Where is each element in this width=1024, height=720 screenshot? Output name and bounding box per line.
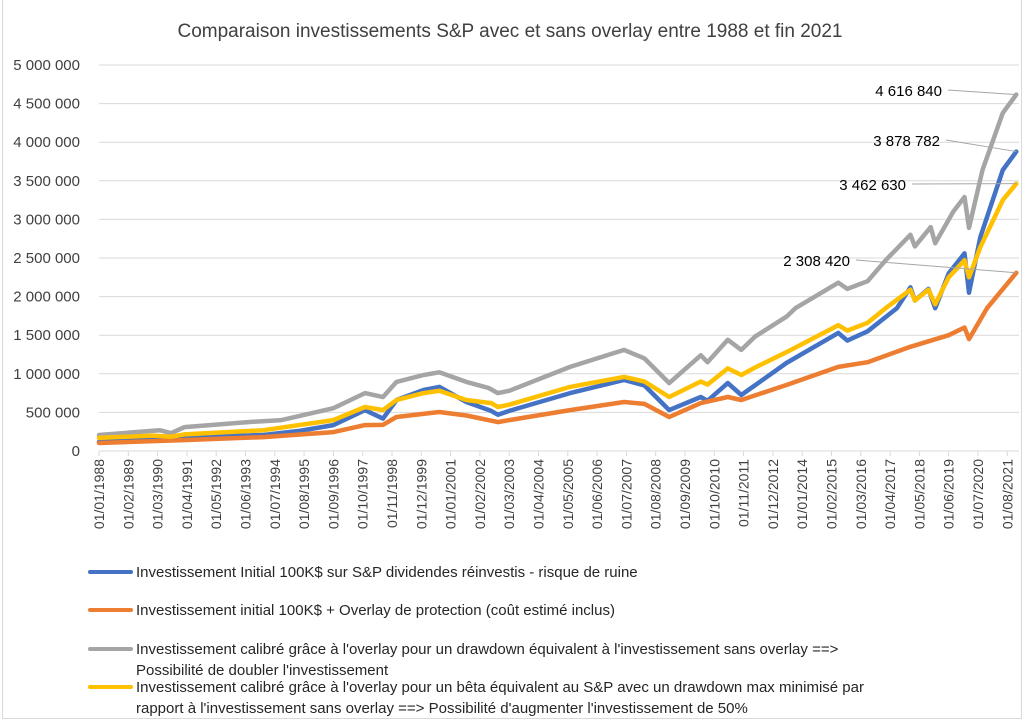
x-tick-label: 01/08/1995 [296, 459, 312, 529]
y-tick-label: 4 000 000 [13, 134, 80, 151]
x-tick-label: 01/06/1993 [238, 459, 254, 529]
series-line-overlay-double [96, 92, 1019, 438]
legend-label-line: Investissement calibré grâce à l'overlay… [136, 641, 839, 658]
x-tick-label: 01/04/2004 [531, 459, 547, 529]
x-tick-label: 01/03/1990 [150, 459, 166, 529]
y-tick-label: 0 [72, 443, 80, 460]
annotation-label: 3 462 630 [839, 177, 906, 194]
x-tick-label: 01/02/2002 [472, 459, 488, 529]
y-tick-label: 2 500 000 [13, 250, 80, 267]
chart-title: Comparaison investissements S&P avec et … [177, 21, 842, 42]
legend-label-line: rapport à l'investissement sans overlay … [136, 700, 748, 717]
legend-label-line: Investissement initial 100K$ + Overlay d… [136, 602, 615, 619]
y-tick-label: 1 500 000 [13, 327, 80, 344]
annotation-leader-line [945, 139, 1017, 153]
x-tick-label: 01/10/2010 [706, 459, 722, 529]
x-tick-label: 01/04/2017 [882, 459, 898, 529]
x-tick-label: 01/09/1996 [325, 459, 341, 529]
y-axis: 0 500 000 1 000 000 1 500 000 2 000 000 2 500… [13, 57, 80, 460]
y-tick-label: 3 000 000 [13, 211, 80, 228]
x-tick-label: 01/02/2015 [824, 459, 840, 529]
y-tick-label: 4 500 000 [13, 96, 80, 113]
x-tick-label: 01/06/2006 [589, 459, 605, 529]
series-line-overlay-beta [96, 181, 1019, 441]
x-tick-label: 01/03/2003 [501, 459, 517, 529]
annotation-leader-line [855, 259, 1017, 274]
legend-label: Investissement calibré grâce à l'overlay… [136, 639, 986, 681]
x-tick-label: 01/07/1994 [267, 459, 283, 529]
x-tick-label: 01/03/2016 [853, 459, 869, 529]
x-tick-label: 01/07/2007 [618, 459, 634, 529]
x-tick-label: 01/05/1992 [208, 459, 224, 529]
series-lines [96, 92, 1019, 446]
x-tick-label: 01/01/1988 [91, 459, 107, 529]
annotation-label: 2 308 420 [783, 253, 850, 270]
x-tick-label: 01/08/2021 [999, 459, 1015, 529]
x-tick-label: 01/06/2019 [941, 459, 957, 529]
gridlines [99, 64, 1019, 413]
y-tick-label: 500 000 [26, 404, 80, 421]
legend-swatch [88, 608, 133, 612]
y-tick-label: 5 000 000 [13, 57, 80, 74]
x-tick-label: 01/12/1999 [413, 459, 429, 529]
x-tick-label: 01/12/2012 [765, 459, 781, 529]
annotation-label: 3 878 782 [873, 133, 940, 150]
x-tick-label: 01/01/2001 [443, 459, 459, 529]
x-tick-label: 01/08/2008 [648, 459, 664, 529]
legend-label-line: Investissement calibré grâce à l'overlay… [136, 679, 864, 696]
annotation-leader-line [947, 89, 1017, 96]
series-line-overlay-protection [96, 270, 1019, 446]
legend-swatch [88, 685, 133, 689]
legend-label: Investissement initial 100K$ + Overlay d… [136, 600, 986, 621]
x-tick-label: 01/02/1989 [120, 459, 136, 529]
x-tick-label: 01/05/2005 [560, 459, 576, 529]
annotation-label: 4 616 840 [875, 83, 942, 100]
x-tick-label: 01/01/2014 [794, 459, 810, 529]
x-tick-label: 01/07/2020 [970, 459, 986, 529]
y-tick-label: 1 000 000 [13, 366, 80, 383]
x-tick-label: 01/10/1997 [355, 459, 371, 529]
legend-label-line: Investissement Initial 100K$ sur S&P div… [136, 564, 638, 581]
x-tick-label: 01/09/2009 [677, 459, 693, 529]
legend-swatch [88, 570, 133, 574]
legend-label-line: Possibilité de doubler l'investissement [136, 662, 389, 679]
x-tick-label: 01/11/2011 [736, 459, 752, 527]
y-tick-label: 3 500 000 [13, 173, 80, 190]
y-tick-label: 2 000 000 [13, 289, 80, 306]
legend-label: Investissement Initial 100K$ sur S&P div… [136, 562, 986, 583]
x-tick-label: 01/05/2018 [911, 459, 927, 529]
annotations: 4 616 840 3 878 782 3 462 630 2 308 420 [783, 83, 1017, 274]
x-tick-label: 01/11/1998 [384, 459, 400, 528]
legend-label: Investissement calibré grâce à l'overlay… [136, 677, 986, 719]
legend-swatch [88, 647, 133, 651]
x-axis: 01/01/1988 01/02/1989 01/03/1990 01/04/1991… [91, 450, 1019, 529]
x-tick-label: 01/04/1991 [179, 459, 195, 529]
